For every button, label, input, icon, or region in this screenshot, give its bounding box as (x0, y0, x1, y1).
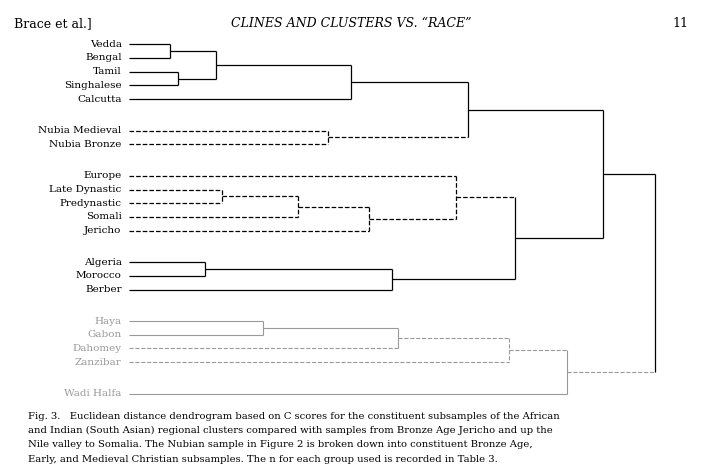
Text: Nile valley to Somalia. The Nubian sample in Figure 2 is broken down into consti: Nile valley to Somalia. The Nubian sampl… (28, 440, 533, 449)
Text: Berber: Berber (85, 285, 121, 294)
Text: and Indian (South Asian) regional clusters compared with samples from Bronze Age: and Indian (South Asian) regional cluste… (28, 426, 553, 435)
Text: Vedda: Vedda (90, 40, 121, 49)
Text: Somali: Somali (86, 212, 121, 221)
Text: Zanzibar: Zanzibar (75, 357, 121, 367)
Text: CLINES AND CLUSTERS VS. “RACE”: CLINES AND CLUSTERS VS. “RACE” (231, 17, 471, 30)
Text: Early, and Medieval Christian subsamples. The n for each group used is recorded : Early, and Medieval Christian subsamples… (28, 455, 498, 464)
Text: Singhalese: Singhalese (64, 81, 121, 90)
Text: Wadi Halfa: Wadi Halfa (65, 389, 121, 398)
Text: Brace et al.]: Brace et al.] (14, 17, 92, 30)
Text: Bengal: Bengal (85, 53, 121, 62)
Text: Predynastic: Predynastic (60, 198, 121, 208)
Text: Calcutta: Calcutta (77, 95, 121, 104)
Text: Nubia Medieval: Nubia Medieval (39, 126, 121, 135)
Text: Europe: Europe (84, 171, 121, 180)
Text: Late Dynastic: Late Dynastic (49, 185, 121, 194)
Text: Fig. 3.   Euclidean distance dendrogram based on C scores for the constituent su: Fig. 3. Euclidean distance dendrogram ba… (28, 412, 559, 421)
Text: Dahomey: Dahomey (72, 344, 121, 353)
Text: 11: 11 (672, 17, 688, 30)
Text: Jericho: Jericho (84, 226, 121, 235)
Text: Tamil: Tamil (93, 67, 121, 76)
Text: Nubia Bronze: Nubia Bronze (49, 140, 121, 149)
Text: Gabon: Gabon (88, 330, 121, 339)
Text: Haya: Haya (95, 317, 121, 326)
Text: Algeria: Algeria (84, 258, 121, 267)
Text: Morocco: Morocco (76, 271, 121, 280)
